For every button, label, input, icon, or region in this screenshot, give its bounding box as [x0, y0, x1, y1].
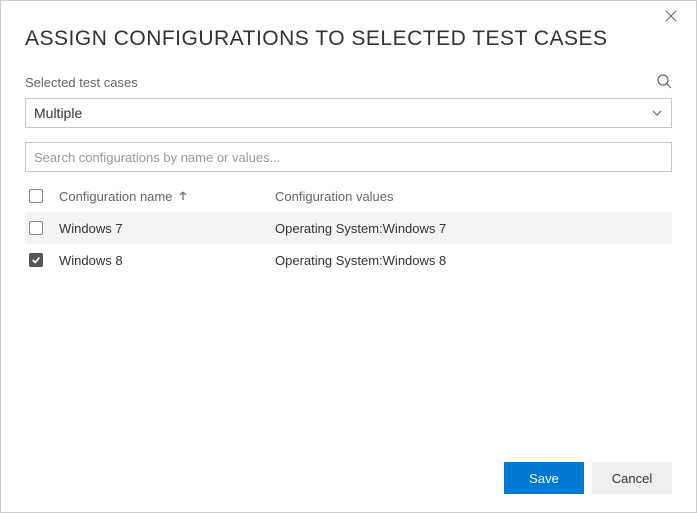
table-row[interactable]: Windows 7Operating System:Windows 7: [25, 212, 672, 244]
assign-configurations-dialog: ASSIGN CONFIGURATIONS TO SELECTED TEST C…: [0, 0, 697, 513]
selected-test-cases-dropdown[interactable]: Multiple: [25, 98, 672, 128]
table-row[interactable]: Windows 8Operating System:Windows 8: [25, 244, 672, 276]
configurations-filter-input[interactable]: [25, 142, 672, 172]
configurations-table: Configuration name Configuration values …: [25, 180, 672, 276]
header-configuration-values[interactable]: Configuration values: [275, 189, 672, 204]
header-name-label: Configuration name: [59, 189, 172, 204]
selected-label-row: Selected test cases: [25, 73, 672, 92]
header-values-label: Configuration values: [275, 189, 394, 204]
dialog-title: ASSIGN CONFIGURATIONS TO SELECTED TEST C…: [25, 27, 672, 51]
row-configuration-values: Operating System:Windows 7: [275, 221, 672, 236]
table-header: Configuration name Configuration values: [25, 180, 672, 212]
dialog-footer: Save Cancel: [25, 448, 672, 512]
close-icon: [664, 9, 678, 23]
row-configuration-values: Operating System:Windows 8: [275, 253, 672, 268]
cancel-button[interactable]: Cancel: [592, 462, 672, 494]
close-button[interactable]: [664, 9, 684, 29]
selected-test-cases-label: Selected test cases: [25, 75, 138, 90]
spacer: [25, 276, 672, 448]
sort-ascending-icon: [178, 191, 188, 201]
row-configuration-name: Windows 8: [59, 253, 275, 268]
row-checkbox-cell: [25, 253, 59, 267]
save-button[interactable]: Save: [504, 462, 584, 494]
row-configuration-name: Windows 7: [59, 221, 275, 236]
dropdown-value: Multiple: [34, 105, 82, 121]
table-body: Windows 7Operating System:Windows 7Windo…: [25, 212, 672, 276]
row-checkbox-cell: [25, 221, 59, 235]
header-configuration-name[interactable]: Configuration name: [59, 189, 275, 204]
select-all-checkbox[interactable]: [29, 189, 43, 203]
row-checkbox[interactable]: [29, 253, 43, 267]
chevron-down-icon: [651, 107, 663, 119]
search-icon[interactable]: [656, 73, 672, 92]
row-checkbox[interactable]: [29, 221, 43, 235]
header-checkbox-cell: [25, 189, 59, 203]
